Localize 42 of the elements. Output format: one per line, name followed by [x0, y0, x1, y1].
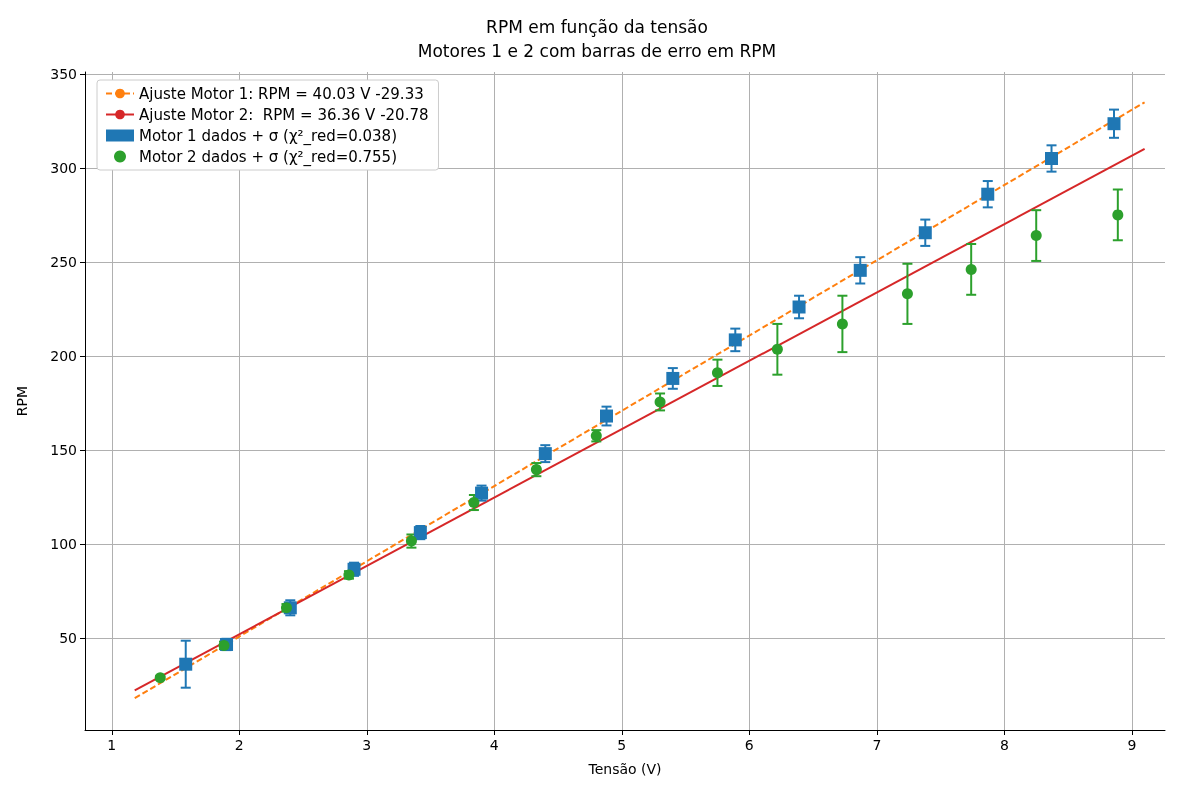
y-tick-label: 100	[50, 535, 77, 552]
x-tick-label: 9	[1127, 737, 1137, 753]
y-axis-title: RPM	[14, 385, 30, 417]
point	[1112, 209, 1124, 221]
x-tick-label: 8	[999, 737, 1009, 753]
point	[792, 300, 806, 314]
y-tick-label: 50	[59, 629, 77, 646]
point	[711, 367, 723, 379]
point	[965, 263, 977, 275]
legend-label: Ajuste Motor 2: RPM = 36.36 V -20.78	[139, 105, 429, 124]
y-tick-label: 350	[50, 65, 77, 82]
point	[836, 318, 848, 330]
x-tick-label: 5	[617, 737, 627, 753]
point	[981, 187, 995, 201]
x-axis-title: Tensão (V)	[587, 761, 662, 777]
legend-label: Motor 1 dados + σ (χ²_red=0.038)	[139, 126, 398, 146]
x-tick-label: 3	[362, 737, 372, 753]
legend-label: Motor 2 dados + σ (χ²_red=0.755)	[139, 147, 398, 167]
x-tick-label: 1	[107, 737, 117, 753]
point	[853, 263, 867, 277]
y-tick-label: 300	[50, 159, 77, 176]
y-tick-label: 250	[50, 253, 77, 270]
point	[1030, 230, 1042, 242]
chart-subtitle: Motores 1 e 2 com barras de erro em RPM	[417, 41, 777, 61]
point	[600, 409, 614, 423]
point	[771, 343, 783, 355]
x-tick-label: 2	[234, 737, 244, 753]
point	[666, 371, 680, 385]
point	[1045, 151, 1059, 165]
point	[901, 288, 913, 300]
x-tick-label: 4	[489, 737, 499, 753]
y-tick-label: 200	[50, 347, 77, 364]
point	[654, 396, 666, 408]
x-tick-label: 6	[744, 737, 754, 753]
legend-label: Ajuste Motor 1: RPM = 40.03 V -29.33	[139, 84, 424, 103]
point	[1107, 117, 1121, 131]
point	[179, 657, 193, 671]
y-tick-label: 150	[50, 441, 77, 458]
point	[918, 226, 932, 240]
x-tick-label: 7	[872, 737, 882, 753]
chart-title: RPM em função da tensão	[486, 17, 708, 37]
point	[728, 333, 742, 347]
